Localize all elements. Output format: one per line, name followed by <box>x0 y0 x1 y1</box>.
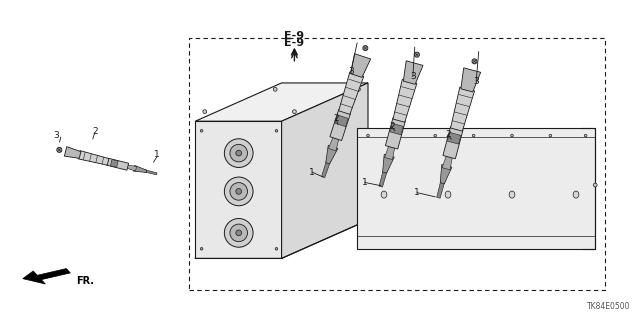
Ellipse shape <box>203 110 207 114</box>
Polygon shape <box>339 72 364 115</box>
Polygon shape <box>195 83 368 121</box>
Ellipse shape <box>200 248 203 250</box>
Polygon shape <box>351 54 371 78</box>
Polygon shape <box>442 153 452 170</box>
Ellipse shape <box>472 134 475 137</box>
Polygon shape <box>111 160 118 167</box>
Ellipse shape <box>363 46 368 51</box>
Polygon shape <box>133 165 147 173</box>
Polygon shape <box>447 132 461 144</box>
Text: 3: 3 <box>474 77 479 86</box>
Ellipse shape <box>275 130 278 132</box>
Ellipse shape <box>381 191 387 198</box>
Ellipse shape <box>549 134 552 137</box>
Text: 3: 3 <box>410 72 415 81</box>
Polygon shape <box>23 269 70 284</box>
Polygon shape <box>451 87 474 131</box>
Text: 2: 2 <box>333 114 339 123</box>
Text: 1: 1 <box>154 150 159 159</box>
Polygon shape <box>335 115 348 127</box>
Ellipse shape <box>414 52 419 57</box>
Ellipse shape <box>57 147 62 152</box>
Ellipse shape <box>236 189 241 194</box>
Ellipse shape <box>434 134 436 137</box>
Ellipse shape <box>225 219 253 247</box>
Bar <box>189 38 605 290</box>
Polygon shape <box>144 170 157 175</box>
Text: 1: 1 <box>310 168 315 177</box>
Text: TK84E0500: TK84E0500 <box>587 302 630 311</box>
Ellipse shape <box>509 191 515 198</box>
Ellipse shape <box>230 182 248 200</box>
Polygon shape <box>385 144 395 160</box>
Ellipse shape <box>511 134 513 137</box>
Ellipse shape <box>356 87 360 91</box>
Ellipse shape <box>200 130 203 132</box>
Ellipse shape <box>593 183 597 187</box>
Polygon shape <box>403 61 423 84</box>
Ellipse shape <box>230 224 248 242</box>
Ellipse shape <box>225 177 253 206</box>
Ellipse shape <box>275 248 278 250</box>
Polygon shape <box>443 126 463 159</box>
Polygon shape <box>65 147 81 158</box>
Ellipse shape <box>367 134 369 137</box>
Ellipse shape <box>292 110 296 114</box>
Text: E-9: E-9 <box>284 38 305 48</box>
Ellipse shape <box>396 134 398 137</box>
Ellipse shape <box>573 191 579 198</box>
Ellipse shape <box>236 230 241 236</box>
Text: 1: 1 <box>415 188 420 197</box>
Polygon shape <box>385 118 405 149</box>
Ellipse shape <box>236 150 241 156</box>
Text: 2: 2 <box>445 130 451 139</box>
Polygon shape <box>106 158 129 170</box>
Text: 3: 3 <box>54 131 59 140</box>
Polygon shape <box>461 68 481 92</box>
Ellipse shape <box>472 59 477 64</box>
Text: FR.: FR. <box>76 276 94 286</box>
Polygon shape <box>328 135 339 151</box>
Polygon shape <box>125 165 136 171</box>
Polygon shape <box>440 165 452 184</box>
Polygon shape <box>393 79 417 122</box>
Text: 3: 3 <box>348 67 353 76</box>
Polygon shape <box>195 121 282 258</box>
Ellipse shape <box>445 191 451 198</box>
Ellipse shape <box>225 139 253 167</box>
Text: 2: 2 <box>389 122 394 131</box>
Polygon shape <box>357 128 595 249</box>
Ellipse shape <box>584 134 587 137</box>
Text: E-9: E-9 <box>284 32 305 41</box>
Polygon shape <box>436 180 445 198</box>
Ellipse shape <box>230 144 248 162</box>
Polygon shape <box>383 154 394 173</box>
Polygon shape <box>330 109 351 141</box>
Polygon shape <box>390 123 403 135</box>
Polygon shape <box>326 145 338 164</box>
Polygon shape <box>282 83 368 258</box>
Polygon shape <box>78 151 109 165</box>
Ellipse shape <box>273 87 277 91</box>
Text: 2: 2 <box>92 127 97 136</box>
Polygon shape <box>379 169 387 187</box>
Polygon shape <box>321 160 330 178</box>
Text: 1: 1 <box>362 178 367 187</box>
